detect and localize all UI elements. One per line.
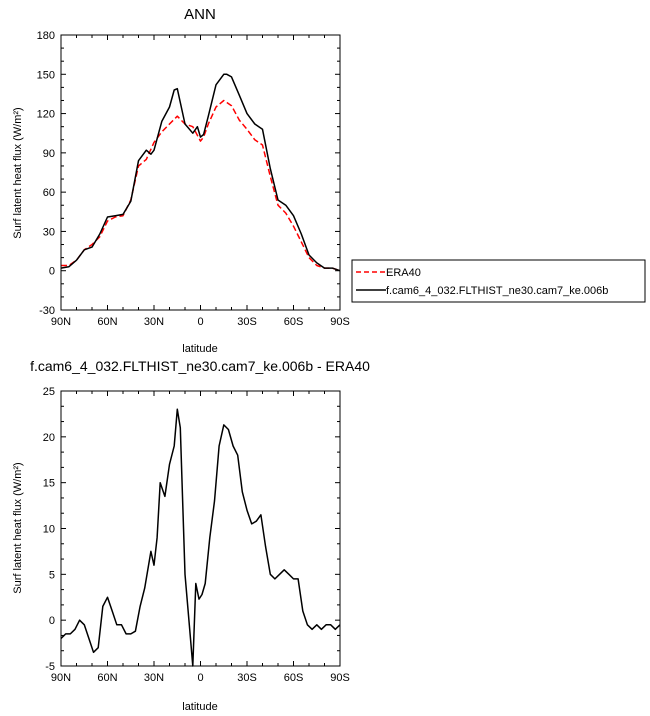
bottom-x-tick-label: 30N	[144, 672, 164, 684]
bottom-panel: f.cam6_4_032.FLTHIST_ne30.cam7_ke.006b -…	[12, 358, 370, 713]
legend-box	[351, 259, 646, 303]
top-x-tick-label: 60S	[284, 316, 304, 328]
legend-label-model: f.cam6_4_032.FLTHIST_ne30.cam7_ke.006b	[386, 285, 608, 297]
top-y-tick-label: 150	[37, 69, 55, 81]
top-x-tick-label: 60N	[97, 316, 117, 328]
bottom-y-tick-label: 15	[43, 478, 55, 490]
top-x-tick-label: 30S	[237, 316, 257, 328]
bottom-x-tick-label: 90N	[51, 672, 71, 684]
bottom-x-tick-label: 60N	[97, 672, 117, 684]
top-x-axis-label: latitude	[182, 343, 217, 355]
top-title: ANN	[184, 6, 216, 23]
bottom-y-tick-label: 10	[43, 524, 55, 536]
bottom-y-tick-label: 20	[43, 432, 55, 444]
bottom-y-tick-label: 0	[49, 615, 55, 627]
top-x-tick-label: 0	[197, 316, 203, 328]
top-panel: ANN 90N 60N 30N 0 30S 60S 90S -30 0 30 60 90 120 150 1…	[12, 6, 646, 355]
bottom-y-tick-label: -5	[45, 661, 55, 673]
bottom-x-tick-label: 30S	[237, 672, 257, 684]
top-x-tick-label: 90N	[51, 316, 71, 328]
top-series-line-1	[60, 73, 341, 272]
top-x-tick-label: 90S	[330, 316, 350, 328]
legend-label-era40: ERA40	[386, 267, 421, 279]
top-y-tick-label: 60	[43, 187, 55, 199]
legend: ERA40 f.cam6_4_032.FLTHIST_ne30.cam7_ke.…	[351, 259, 646, 303]
bottom-y-tick-label: 25	[43, 386, 55, 398]
bottom-x-tick-label: 0	[197, 672, 203, 684]
top-y-axis-label: Surf latent heat flux (W/m²)	[12, 107, 24, 238]
top-y-tick-label: 90	[43, 148, 55, 160]
top-y-tick-label: 120	[37, 109, 55, 121]
top-series-line-0	[61, 99, 341, 272]
top-y-tick-label: -30	[39, 305, 55, 317]
bottom-y-tick-label: 5	[49, 569, 55, 581]
bottom-x-tick-label: 60S	[284, 672, 304, 684]
bottom-y-axis-label: Surf latent heat flux (W/m²)	[12, 462, 24, 593]
bottom-title: f.cam6_4_032.FLTHIST_ne30.cam7_ke.006b -…	[30, 358, 370, 374]
top-y-tick-label: 180	[37, 30, 55, 42]
top-x-tick-label: 30N	[144, 316, 164, 328]
bottom-series-line-0	[60, 408, 341, 667]
bottom-plot-frame	[60, 390, 341, 667]
bottom-x-tick-label: 90S	[330, 672, 350, 684]
top-y-tick-label: 30	[43, 226, 55, 238]
top-plot-frame	[60, 34, 341, 311]
top-y-tick-label: 0	[49, 266, 55, 278]
bottom-x-axis-label: latitude	[182, 701, 217, 713]
